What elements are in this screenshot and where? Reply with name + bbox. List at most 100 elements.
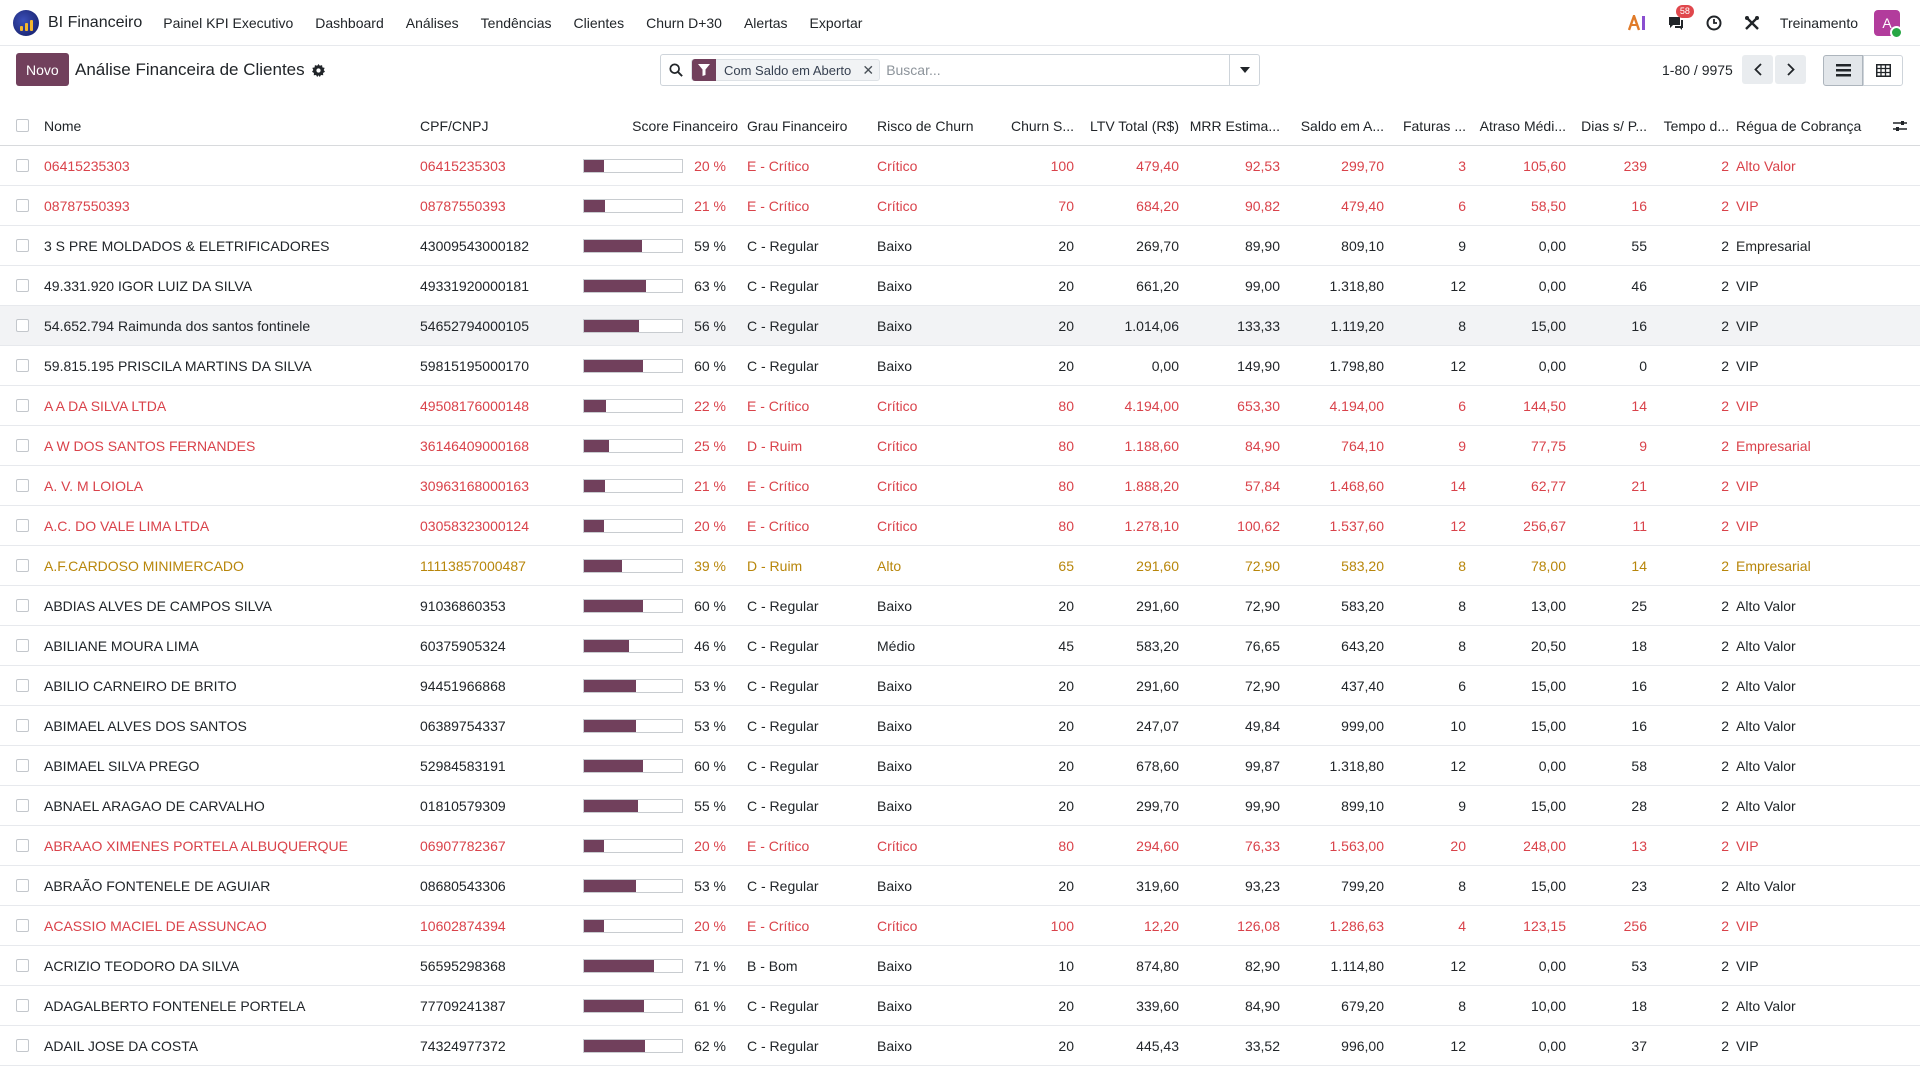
table-row[interactable]: A. V. M LOIOLA 30963168000163 21 % E - C… <box>0 466 1920 506</box>
cell-mrr: 126,08 <box>1237 917 1280 934</box>
row-checkbox[interactable] <box>16 626 30 665</box>
user-avatar[interactable]: A <box>1874 10 1903 39</box>
pager-next-button[interactable] <box>1775 55 1806 84</box>
row-checkbox[interactable] <box>16 266 30 305</box>
menu-churn[interactable]: Churn D+30 <box>646 14 722 31</box>
list-view-button[interactable] <box>1823 55 1863 86</box>
row-checkbox[interactable] <box>16 746 30 785</box>
table-row[interactable]: ABRAÃO FONTENELE DE AGUIAR 08680543306 5… <box>0 866 1920 906</box>
menu-analises[interactable]: Análises <box>405 14 459 31</box>
row-checkbox[interactable] <box>16 546 30 585</box>
col-faturas[interactable]: Faturas ... <box>1402 117 1466 134</box>
tools-icon[interactable] <box>1742 13 1762 33</box>
menu-painel-kpi[interactable]: Painel KPI Executivo <box>163 14 294 31</box>
table-row[interactable]: A A DA SILVA LTDA 49508176000148 22 % E … <box>0 386 1920 426</box>
table-row[interactable]: ADAIL JOSE DA COSTA 74324977372 62 % C -… <box>0 1026 1920 1066</box>
table-row[interactable]: 3 S PRE MOLDADOS & ELETRIFICADORES 43009… <box>0 226 1920 266</box>
row-checkbox[interactable] <box>16 146 30 185</box>
row-checkbox[interactable] <box>16 666 30 705</box>
column-settings-icon[interactable] <box>1893 106 1909 145</box>
menu-tendencias[interactable]: Tendências <box>480 14 552 31</box>
row-checkbox[interactable] <box>16 226 30 265</box>
table-row[interactable]: ABILIO CARNEIRO DE BRITO 94451966868 53 … <box>0 666 1920 706</box>
search-input[interactable] <box>886 56 1229 84</box>
col-atraso[interactable]: Atraso Médi... <box>1479 117 1566 134</box>
cell-faturas: 8 <box>1458 637 1466 654</box>
score-progress-bar <box>583 426 683 465</box>
table-row[interactable]: 54.652.794 Raimunda dos santos fontinele… <box>0 306 1920 346</box>
col-risco[interactable]: Risco de Churn <box>877 117 974 134</box>
table-row[interactable]: ABIMAEL ALVES DOS SANTOS 06389754337 53 … <box>0 706 1920 746</box>
row-checkbox[interactable] <box>16 386 30 425</box>
cell-faturas: 14 <box>1450 477 1466 494</box>
menu-exportar[interactable]: Exportar <box>809 14 863 31</box>
table-row[interactable]: 59.815.195 PRISCILA MARTINS DA SILVA 598… <box>0 346 1920 386</box>
cell-churn-score: 20 <box>1058 317 1074 334</box>
row-checkbox[interactable] <box>16 186 30 225</box>
table-row[interactable]: 08787550393 08787550393 21 % E - Crítico… <box>0 186 1920 226</box>
row-checkbox[interactable] <box>16 706 30 745</box>
row-checkbox[interactable] <box>16 506 30 545</box>
pivot-view-button[interactable] <box>1863 55 1903 86</box>
menu-clientes[interactable]: Clientes <box>573 14 625 31</box>
row-checkbox[interactable] <box>16 426 30 465</box>
menu-dashboard[interactable]: Dashboard <box>315 14 384 31</box>
cell-faturas: 12 <box>1450 757 1466 774</box>
row-checkbox[interactable] <box>16 306 30 345</box>
filter-facet[interactable]: Com Saldo em Aberto ✕ <box>691 59 881 81</box>
row-checkbox[interactable] <box>16 786 30 825</box>
row-checkbox[interactable] <box>16 1026 30 1065</box>
col-score[interactable]: Score Financeiro <box>632 117 738 134</box>
pager-value[interactable]: 1-80 / 9975 <box>1662 62 1733 78</box>
col-tempo[interactable]: Tempo d... <box>1663 117 1729 134</box>
ai-icon[interactable] <box>1627 13 1648 33</box>
company-switcher[interactable]: Treinamento <box>1779 15 1858 31</box>
col-dias[interactable]: Dias s/ P... <box>1581 117 1647 134</box>
gear-icon[interactable] <box>311 63 325 77</box>
table-row[interactable]: ABNAEL ARAGAO DE CARVALHO 01810579309 55… <box>0 786 1920 826</box>
remove-facet-icon[interactable]: ✕ <box>862 61 875 78</box>
cell-cpf-cnpj: 91036860353 <box>420 597 506 614</box>
col-cpf-cnpj[interactable]: CPF/CNPJ <box>420 117 489 134</box>
messages-icon[interactable]: 58 <box>1666 5 1694 33</box>
table-row[interactable]: ACASSIO MACIEL DE ASSUNCAO 10602874394 2… <box>0 906 1920 946</box>
col-churn-score[interactable]: Churn S... <box>1010 117 1074 134</box>
row-checkbox[interactable] <box>16 346 30 385</box>
table-row[interactable]: ABILIANE MOURA LIMA 60375905324 46 % C -… <box>0 626 1920 666</box>
new-button[interactable]: Novo <box>16 53 69 86</box>
table-row[interactable]: A.C. DO VALE LIMA LTDA 03058323000124 20… <box>0 506 1920 546</box>
col-ltv[interactable]: LTV Total (R$) <box>1090 117 1179 134</box>
table-row[interactable]: A W DOS SANTOS FERNANDES 36146409000168 … <box>0 426 1920 466</box>
search-icon[interactable] <box>661 63 691 77</box>
table-row[interactable]: ADAGALBERTO FONTENELE PORTELA 7770924138… <box>0 986 1920 1026</box>
row-checkbox[interactable] <box>16 826 30 865</box>
table-row[interactable]: ABRAAO XIMENES PORTELA ALBUQUERQUE 06907… <box>0 826 1920 866</box>
cell-score: 63 % <box>694 277 726 294</box>
row-checkbox[interactable] <box>16 586 30 625</box>
row-checkbox[interactable] <box>16 946 30 985</box>
app-name[interactable]: BI Financeiro <box>48 13 143 31</box>
pager-previous-button[interactable] <box>1742 55 1773 84</box>
table-row[interactable]: ACRIZIO TEODORO DA SILVA 56595298368 71 … <box>0 946 1920 986</box>
table-row[interactable]: ABDIAS ALVES DE CAMPOS SILVA 91036860353… <box>0 586 1920 626</box>
search-options-chevron-icon[interactable] <box>1229 55 1259 85</box>
table-row[interactable]: A.F.CARDOSO MINIMERCADO 11113857000487 3… <box>0 546 1920 586</box>
select-all-checkbox[interactable] <box>16 106 30 145</box>
col-saldo[interactable]: Saldo em A... <box>1300 117 1384 134</box>
menu-alertas[interactable]: Alertas <box>743 14 788 31</box>
cell-grau: C - Regular <box>747 317 819 334</box>
col-regua[interactable]: Régua de Cobrança <box>1736 117 1862 134</box>
row-checkbox[interactable] <box>16 466 30 505</box>
table-row[interactable]: 06415235303 06415235303 20 % E - Crítico… <box>0 146 1920 186</box>
row-checkbox[interactable] <box>16 866 30 905</box>
cell-grau: C - Regular <box>747 357 819 374</box>
col-grau[interactable]: Grau Financeiro <box>747 117 848 134</box>
table-row[interactable]: 49.331.920 IGOR LUIZ DA SILVA 4933192000… <box>0 266 1920 306</box>
col-nome[interactable]: Nome <box>44 117 82 134</box>
activity-clock-icon[interactable] <box>1704 13 1724 33</box>
row-checkbox[interactable] <box>16 986 30 1025</box>
table-row[interactable]: ABIMAEL SILVA PREGO 52984583191 60 % C -… <box>0 746 1920 786</box>
col-mrr[interactable]: MRR Estima... <box>1189 117 1280 134</box>
row-checkbox[interactable] <box>16 906 30 945</box>
app-logo-icon[interactable] <box>13 9 39 36</box>
